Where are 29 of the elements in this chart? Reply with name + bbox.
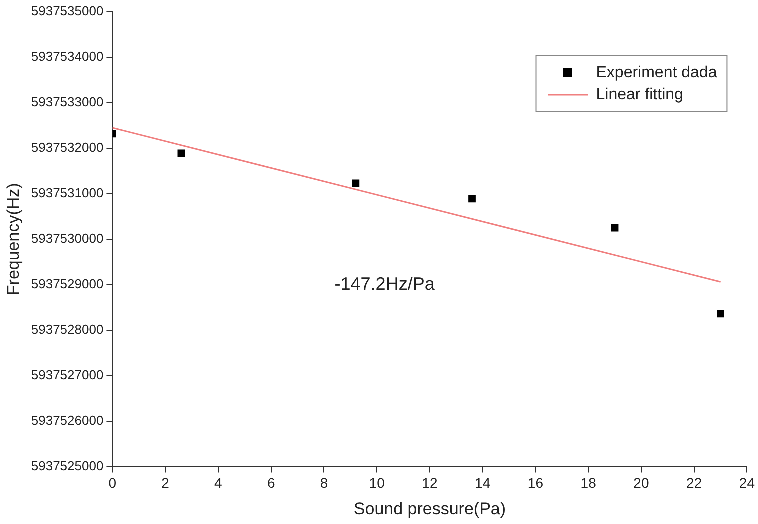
y-axis-title: Frequency(Hz) xyxy=(4,183,23,296)
y-tick-label: 5937525000 xyxy=(31,458,104,474)
y-tick-label: 5937535000 xyxy=(31,4,104,19)
y-tick-label: 5937534000 xyxy=(31,49,104,64)
x-tick-label: 2 xyxy=(162,475,170,492)
x-tick-label: 24 xyxy=(739,475,756,492)
x-tick-label: 12 xyxy=(422,475,438,492)
y-tick-label: 5937532000 xyxy=(31,140,104,156)
x-axis-title: Sound pressure(Pa) xyxy=(354,499,506,518)
x-tick-label: 20 xyxy=(634,475,650,492)
x-tick-label: 6 xyxy=(267,475,276,492)
y-tick-label: 5937529000 xyxy=(31,276,104,292)
x-tick-label: 10 xyxy=(369,475,386,492)
x-tick-label: 0 xyxy=(108,475,117,492)
y-tick-label: 5937533000 xyxy=(31,94,104,110)
legend-label: Linear fitting xyxy=(596,86,684,104)
y-tick-label: 5937528000 xyxy=(31,322,104,337)
x-tick-label: 16 xyxy=(528,475,544,492)
x-tick-label: 14 xyxy=(475,475,491,492)
x-tick-label: 4 xyxy=(214,475,223,492)
y-tick-label: 5937530000 xyxy=(31,230,104,246)
annotation: -147.2Hz/Pa xyxy=(334,274,436,294)
x-tick-label: 22 xyxy=(686,475,702,492)
y-tick-label: 5937527000 xyxy=(31,367,104,382)
y-tick-label: 5937531000 xyxy=(31,186,104,200)
x-tick-label: 18 xyxy=(580,475,597,492)
x-tick-label: 8 xyxy=(320,475,328,492)
y-tick-label: 5937526000 xyxy=(31,412,104,428)
legend-label: Experiment dada xyxy=(596,64,718,82)
